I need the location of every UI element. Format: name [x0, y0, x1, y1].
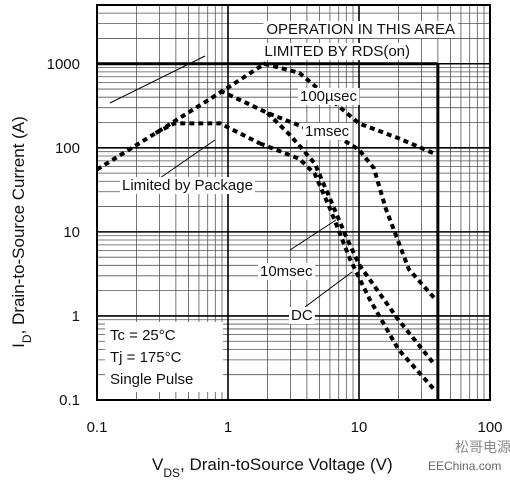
axis-label-part: D	[20, 334, 34, 343]
series-label: 1msec	[305, 123, 350, 140]
watermark: 松哥电源	[455, 439, 510, 455]
axis-label-part: I	[9, 343, 28, 348]
curve	[259, 141, 437, 392]
leader-line	[289, 219, 337, 251]
curves	[95, 61, 437, 392]
y-tick-label: 10	[63, 224, 80, 241]
label-bg	[261, 43, 414, 60]
annotation: Tc = 25°C	[110, 327, 176, 344]
axis-label-part: DS	[163, 466, 180, 479]
leader-line	[109, 55, 206, 104]
curve	[154, 121, 261, 146]
label-bg	[298, 88, 360, 105]
label-bg	[303, 123, 352, 140]
annotation: OPERATION IN THIS AREA	[266, 21, 455, 38]
axis-label-part: V	[152, 455, 164, 474]
annotation: Tj = 175°C	[110, 349, 182, 366]
annotation: Single Pulse	[110, 371, 193, 388]
plot-frame	[96, 4, 491, 401]
y-tick-label: 1000	[47, 56, 80, 73]
x-tick-label: 1	[224, 419, 232, 436]
label-bg	[289, 307, 315, 324]
labels: 0.1 1 10 100 0.1 1 10 100 1000 100µsec 1msec 10msec…	[9, 21, 510, 480]
annotation: LIMITED BY RDS(on)	[264, 43, 410, 60]
label-bg	[120, 177, 255, 194]
label-bg	[263, 21, 458, 38]
series-label: DC	[291, 307, 313, 324]
y-axis-label: ID, Drain-to-Source Current (A)	[9, 116, 34, 348]
y-tick-label: 100	[55, 140, 80, 157]
x-tick-label: 100	[477, 419, 502, 436]
series-label: 10msec	[260, 263, 313, 280]
x-axis-label: VDS, Drain-toSource Voltage (V)	[152, 455, 393, 479]
y-tick-label: 1	[72, 308, 80, 325]
curve	[219, 88, 437, 301]
x-tick-label: 0.1	[87, 419, 108, 436]
watermark: EEChina.com	[428, 459, 501, 473]
axis-label-part: , Drain-toSource Voltage (V)	[180, 455, 393, 474]
leader-line	[159, 139, 216, 179]
axis-label-part: , Drain-to-Source Current (A)	[9, 116, 28, 334]
series-label: 100µsec	[300, 88, 358, 105]
x-tick-label: 10	[351, 419, 368, 436]
label-bg	[258, 263, 316, 280]
y-tick-label: 0.1	[59, 392, 80, 409]
series-label: Limited by Package	[122, 177, 253, 194]
leader-line	[304, 271, 353, 308]
curve	[95, 61, 436, 172]
curve	[266, 111, 437, 367]
label-bg	[105, 322, 223, 392]
